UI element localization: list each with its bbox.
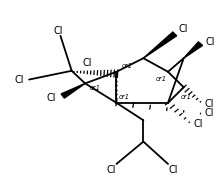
Text: Cl: Cl — [47, 93, 56, 103]
Text: or1: or1 — [180, 94, 192, 100]
Text: Cl: Cl — [206, 37, 215, 47]
Text: Cl: Cl — [205, 108, 214, 119]
Text: Cl: Cl — [83, 58, 92, 68]
Text: Cl: Cl — [194, 119, 203, 129]
Text: Cl: Cl — [54, 26, 63, 36]
Text: or1: or1 — [122, 63, 133, 69]
Text: Cl: Cl — [205, 99, 214, 109]
Text: Cl: Cl — [169, 165, 178, 175]
Text: or1: or1 — [156, 76, 167, 81]
Text: Cl: Cl — [179, 24, 188, 34]
Text: or1: or1 — [119, 94, 130, 100]
Polygon shape — [143, 32, 177, 58]
Polygon shape — [184, 42, 202, 58]
Text: or1: or1 — [90, 85, 101, 91]
Text: Cl: Cl — [14, 74, 24, 85]
Polygon shape — [61, 83, 85, 98]
Text: Cl: Cl — [106, 165, 116, 175]
